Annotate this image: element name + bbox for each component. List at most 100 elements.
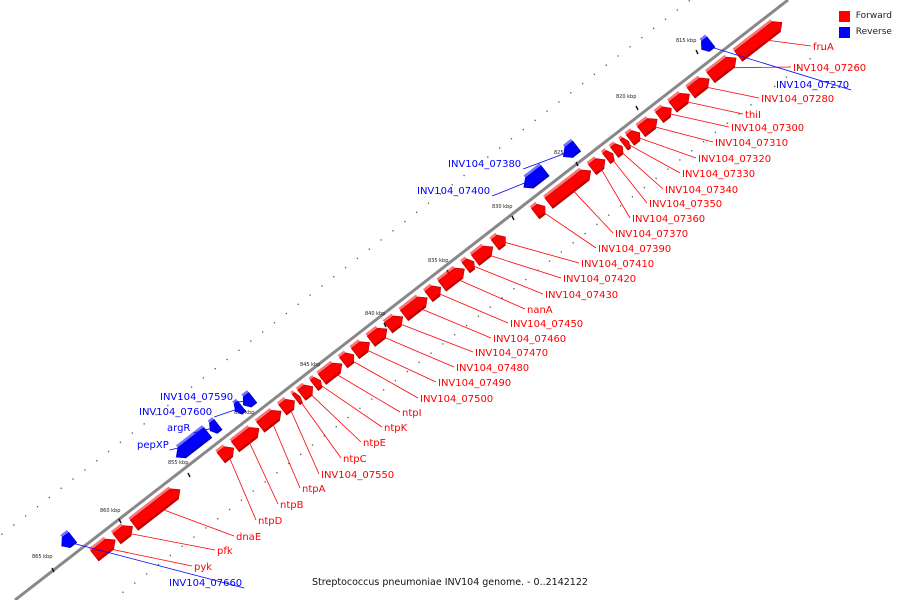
gene-label-INV104_07330[interactable]: INV104_07330 (682, 169, 755, 180)
gene-label-INV104_07470[interactable]: INV104_07470 (475, 348, 548, 359)
gene-arrow-INV104_07340[interactable] (608, 141, 624, 158)
gene-label-ntpC[interactable]: ntpC (343, 454, 367, 465)
gene-arrow-dnaE[interactable] (128, 486, 181, 531)
gene-arrow-INV104_07410[interactable] (489, 232, 506, 251)
gene-arrow-INV104_07390[interactable] (529, 201, 546, 220)
gene-arrow-INV104_07320[interactable] (624, 128, 641, 146)
gene-label-INV104_07600[interactable]: INV104_07600 (139, 407, 212, 418)
gene-arrow-INV104_07300[interactable] (653, 104, 672, 124)
gene-label-pyk[interactable]: pyk (194, 562, 212, 573)
gene-label-argR[interactable]: argR (167, 423, 190, 434)
gene-arrow-INV104_07270[interactable] (699, 34, 716, 52)
gene-label-INV104_07490[interactable]: INV104_07490 (438, 378, 511, 389)
gene-arrow-INV104_07400[interactable] (523, 163, 550, 189)
gene-label-INV104_07260[interactable]: INV104_07260 (793, 63, 866, 74)
gene-label-ntpA[interactable]: ntpA (302, 484, 326, 495)
gene-label-INV104_07450[interactable]: INV104_07450 (510, 319, 583, 330)
gene-label-nanA[interactable]: nanA (527, 305, 553, 316)
gene-arrow-INV104_07450[interactable] (423, 283, 442, 303)
gene-arrow-ntpD[interactable] (215, 444, 235, 464)
scale-dot (570, 92, 572, 94)
gene-arrow-INV104_07420[interactable] (469, 243, 494, 266)
gene-arrow-thiI[interactable] (667, 90, 690, 113)
gene-arrow-ntpI[interactable] (316, 360, 343, 385)
gene-label-INV104_07360[interactable]: INV104_07360 (632, 214, 705, 225)
gene-label-INV104_07280[interactable]: INV104_07280 (761, 94, 834, 105)
gene-label-ntpB[interactable]: ntpB (280, 500, 304, 511)
gene-label-INV104_07350[interactable]: INV104_07350 (649, 199, 722, 210)
gene-label-pepXP[interactable]: pepXP (137, 440, 169, 451)
gene-arrow-ntpA[interactable] (254, 407, 282, 433)
gene-label-INV104_07310[interactable]: INV104_07310 (715, 138, 788, 149)
gene-label-INV104_07460[interactable]: INV104_07460 (493, 334, 566, 345)
gene-arrow-nanA[interactable] (436, 265, 465, 292)
gene-arrow-INV104_07370[interactable] (543, 167, 592, 209)
gene-arrow-INV104_07500[interactable] (337, 350, 355, 369)
scale-dot (13, 524, 15, 526)
gene-label-ntpE[interactable]: ntpE (363, 438, 386, 449)
gene-label-INV104_07500[interactable]: INV104_07500 (420, 394, 493, 405)
gene-arrow-INV104_07550[interactable] (276, 396, 295, 416)
gene-label-fruA[interactable]: fruA (813, 42, 834, 53)
gene-arrow-pfk[interactable] (110, 523, 133, 545)
scale-dot (145, 573, 148, 575)
gene-label-INV104_07420[interactable]: INV104_07420 (563, 274, 636, 285)
gene-arrow-pyk[interactable] (88, 536, 116, 562)
gene-arrow-INV104_07380[interactable] (562, 138, 582, 158)
gene-label-ntpD[interactable]: ntpD (258, 516, 283, 527)
gene-arrow-ntpK[interactable] (308, 374, 323, 391)
gene-arrow-INV104_07350[interactable] (600, 148, 615, 165)
gene-arrow-INV104_07600[interactable] (232, 398, 247, 415)
leader-line (760, 38, 812, 47)
gene-label-INV104_07300[interactable]: INV104_07300 (731, 123, 804, 134)
scale-dot (273, 322, 276, 324)
scale-dot (157, 564, 160, 566)
gene-label-INV104_07390[interactable]: INV104_07390 (598, 244, 671, 255)
gene-arrow-INV104_07260[interactable] (705, 54, 737, 84)
gene-arrow-INV104_07310[interactable] (635, 116, 658, 138)
gene-label-INV104_07320[interactable]: INV104_07320 (698, 154, 771, 165)
gene-label-INV104_07400[interactable]: INV104_07400 (417, 186, 490, 197)
leader-line (104, 547, 193, 567)
gene-label-thiI[interactable]: thiI (745, 110, 761, 121)
gene-label-ntpI[interactable]: ntpI (402, 408, 422, 419)
gene-label-INV104_07660[interactable]: INV104_07660 (169, 578, 242, 589)
gene-label-INV104_07370[interactable]: INV104_07370 (615, 229, 688, 240)
gene-arrow-INV104_07460[interactable] (398, 294, 428, 322)
gene-label-INV104_07380[interactable]: INV104_07380 (448, 159, 521, 170)
gene-arrow-pepXP[interactable] (175, 425, 213, 459)
scale-dot (134, 582, 136, 584)
leader-line (569, 186, 614, 234)
gene-arrow-INV104_07430[interactable] (460, 256, 476, 274)
scale-dot (309, 294, 311, 296)
scale-dot (738, 113, 740, 115)
gene-label-INV104_07340[interactable]: INV104_07340 (665, 185, 738, 196)
gene-arrow-INV104_07280[interactable] (685, 75, 710, 99)
gene-label-INV104_07430[interactable]: INV104_07430 (545, 290, 618, 301)
gene-arrow-INV104_07330[interactable] (618, 135, 632, 151)
gene-label-INV104_07480[interactable]: INV104_07480 (456, 363, 529, 374)
scale-dot (155, 414, 157, 416)
scale-dot (131, 432, 133, 434)
gene-arrow-INV104_07480[interactable] (365, 325, 388, 347)
gene-label-INV104_07550[interactable]: INV104_07550 (321, 470, 394, 481)
gene-arrow-INV104_07470[interactable] (382, 313, 404, 334)
gene-label-pfk[interactable]: pfk (217, 546, 233, 557)
gene-arrow-argR[interactable] (207, 417, 223, 434)
scale-dot (593, 73, 596, 76)
scale-dot (454, 334, 456, 336)
gene-arrow-INV104_07490[interactable] (349, 339, 370, 360)
gene-arrow-fruA[interactable] (732, 19, 783, 62)
gene-arrow-INV104_07590[interactable] (241, 390, 258, 408)
gene-arrow-INV104_07660[interactable] (60, 529, 78, 549)
gene-label-INV104_07270[interactable]: INV104_07270 (776, 80, 849, 91)
gene-label-INV104_07590[interactable]: INV104_07590 (160, 392, 233, 403)
scale-dot (25, 515, 27, 517)
gene-arrow-ntpB[interactable] (229, 425, 260, 453)
gene-label-INV104_07410[interactable]: INV104_07410 (581, 259, 654, 270)
gene-arrow-ntpC[interactable] (290, 390, 303, 406)
scale-dot (442, 343, 444, 345)
gene-arrow-ntpE[interactable] (295, 382, 314, 401)
gene-label-dnaE[interactable]: dnaE (236, 532, 261, 543)
gene-label-ntpK[interactable]: ntpK (384, 423, 408, 434)
